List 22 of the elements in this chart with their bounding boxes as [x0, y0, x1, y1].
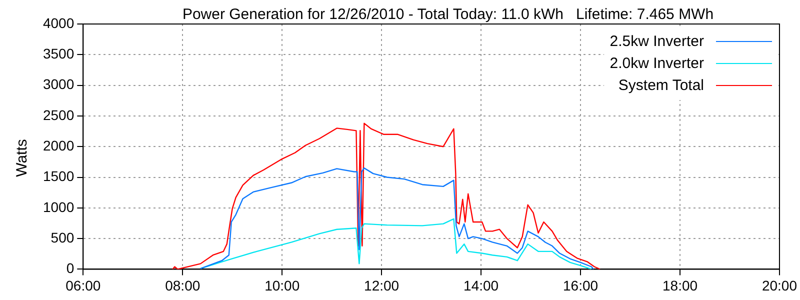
legend-label: System Total: [618, 76, 704, 94]
y-tick-label: 500: [50, 229, 74, 246]
y-tick-label: 4000: [42, 14, 74, 31]
y-tick-label: 2000: [42, 137, 74, 154]
y-tick-label: 3500: [42, 46, 74, 62]
x-tick-label: 08:00: [165, 277, 200, 294]
x-tick-label: 16:00: [563, 277, 598, 294]
chart-title: Power Generation for 12/26/2010 - Total Today: 11.0 kWh Lifetime: 7.465 MWh: [181, 6, 715, 23]
y-tick-label: 3000: [42, 76, 74, 92]
y-tick-label: 2500: [42, 106, 74, 123]
y-tick-label: 0: [66, 260, 74, 276]
x-tick-label: 12:00: [364, 277, 400, 294]
y-tick-label: 1500: [42, 168, 74, 184]
x-tick-label: 10:00: [264, 277, 300, 294]
x-tick-label: 20:00: [762, 277, 798, 294]
x-tick-label: 14:00: [464, 277, 499, 294]
legend-label: 2.5kw Inverter: [610, 32, 704, 50]
legend-label: 2.0kw Inverter: [610, 54, 704, 72]
y-axis-title: Watts: [14, 139, 30, 177]
x-tick-label: 06:00: [66, 277, 101, 294]
y-tick-label: 1000: [42, 198, 74, 215]
x-tick-label: 18:00: [662, 277, 698, 294]
